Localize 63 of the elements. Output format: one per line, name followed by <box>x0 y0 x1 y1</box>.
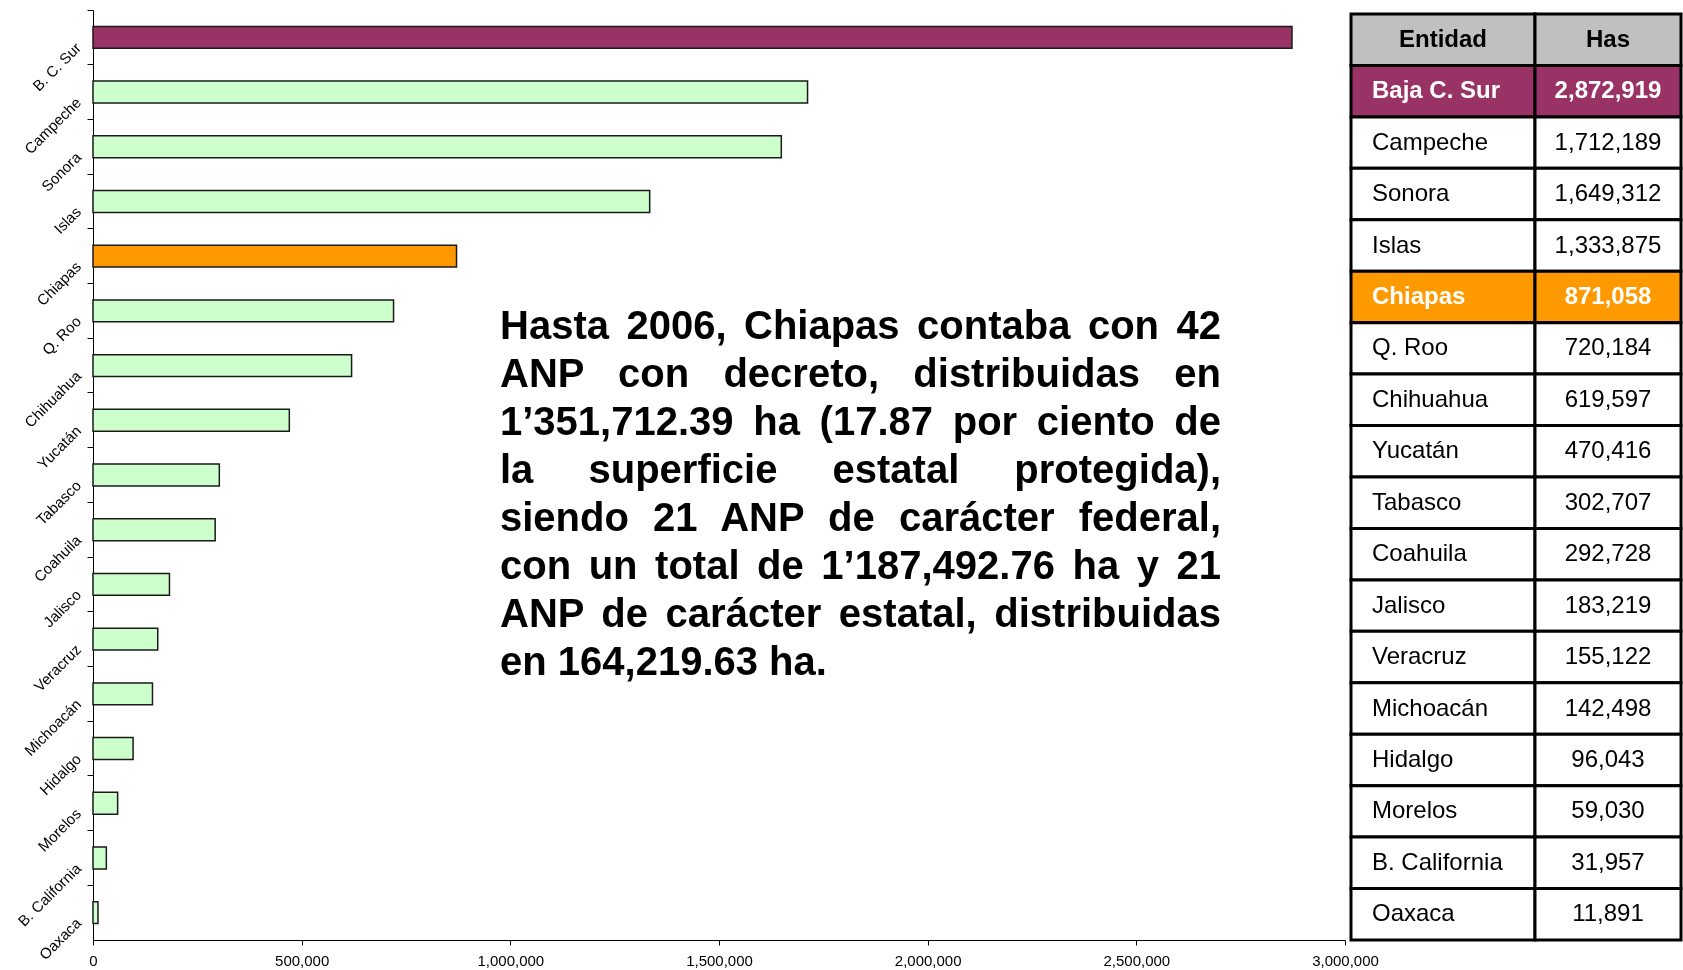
bar <box>92 353 353 378</box>
bar <box>92 900 99 925</box>
bar <box>92 80 809 104</box>
text: 470,416 <box>1564 436 1652 464</box>
category-label: B. California <box>1372 847 1504 875</box>
category-label: Campeche <box>1372 127 1489 155</box>
bar <box>92 25 1293 50</box>
x-tick-label: 1,500,000 <box>686 951 753 969</box>
category-label: Q. Roo <box>1372 333 1449 361</box>
text: 302,707 <box>1564 487 1652 515</box>
text: 720,184 <box>1564 333 1652 361</box>
x-tick-label: 1,000,000 <box>477 951 545 969</box>
bar <box>92 189 651 214</box>
category-label: Tabasco <box>1372 487 1462 515</box>
text: Has <box>1585 24 1631 52</box>
text: 619,597 <box>1564 384 1652 412</box>
text: 59,030 <box>1571 796 1645 824</box>
text: 1,712,189 <box>1554 127 1662 155</box>
category-label: Sonora <box>1372 179 1451 207</box>
category-label: Michoacán <box>1372 693 1489 721</box>
category-label: Chiapas <box>1372 281 1466 309</box>
text: Entidad <box>1399 24 1487 52</box>
x-tick-label: 2,000,000 <box>894 951 962 969</box>
bar <box>92 791 119 815</box>
x-tick-label: 0 <box>89 951 98 969</box>
bar <box>92 518 216 542</box>
text: 31,957 <box>1571 847 1645 875</box>
text: 183,219 <box>1564 590 1652 618</box>
bar <box>92 244 458 268</box>
text: 292,728 <box>1564 539 1652 567</box>
category-label: Oaxaca <box>1372 899 1456 927</box>
category-label: Morelos <box>1372 796 1458 824</box>
x-tick-label: 2,500,000 <box>1103 951 1171 969</box>
y-tick-label: B. C. Sur <box>29 38 85 95</box>
text: 155,122 <box>1564 642 1652 670</box>
bar <box>92 627 159 651</box>
y-tick-label: Q. Roo <box>38 312 85 359</box>
category-label: Chihuahua <box>1372 384 1489 412</box>
category-label: Baja C. Sur <box>1372 76 1501 104</box>
annotation: Hasta 2006, Chiapas contaba con 42 ANP con decreto, distribuidas en 1’351,712.39 ha (17.87 por ciento de la superficie estatal protegida), siendo 21 ANP de carácter federal, con un total de 1’187,492.76 ha y 21 ANP de carácter estatal, distribuidas en 164,219.63 ha. <box>500 302 1221 685</box>
bar <box>92 736 134 761</box>
text: 142,498 <box>1564 693 1652 721</box>
bar <box>92 572 171 597</box>
text: 1,649,312 <box>1554 179 1662 207</box>
text: 11,891 <box>1572 899 1644 927</box>
bar <box>92 682 154 706</box>
category-label: Yucatán <box>1372 436 1459 464</box>
bar <box>92 408 291 432</box>
bar <box>92 463 221 487</box>
bar <box>92 299 395 323</box>
category-label: Islas <box>1372 230 1422 258</box>
category-label: Hidalgo <box>1372 744 1454 772</box>
category-label: Veracruz <box>1372 642 1467 670</box>
category-label: Coahuila <box>1372 539 1468 567</box>
x-tick-label: 500,000 <box>275 951 330 969</box>
bar <box>92 846 108 870</box>
bar <box>92 135 783 159</box>
text: 2,872,919 <box>1554 76 1662 104</box>
text: 871,058 <box>1564 281 1652 309</box>
text: 1,333,875 <box>1554 230 1662 258</box>
x-tick-label: 3,000,000 <box>1312 951 1379 969</box>
text: 96,043 <box>1571 744 1645 772</box>
category-label: Jalisco <box>1372 590 1446 618</box>
